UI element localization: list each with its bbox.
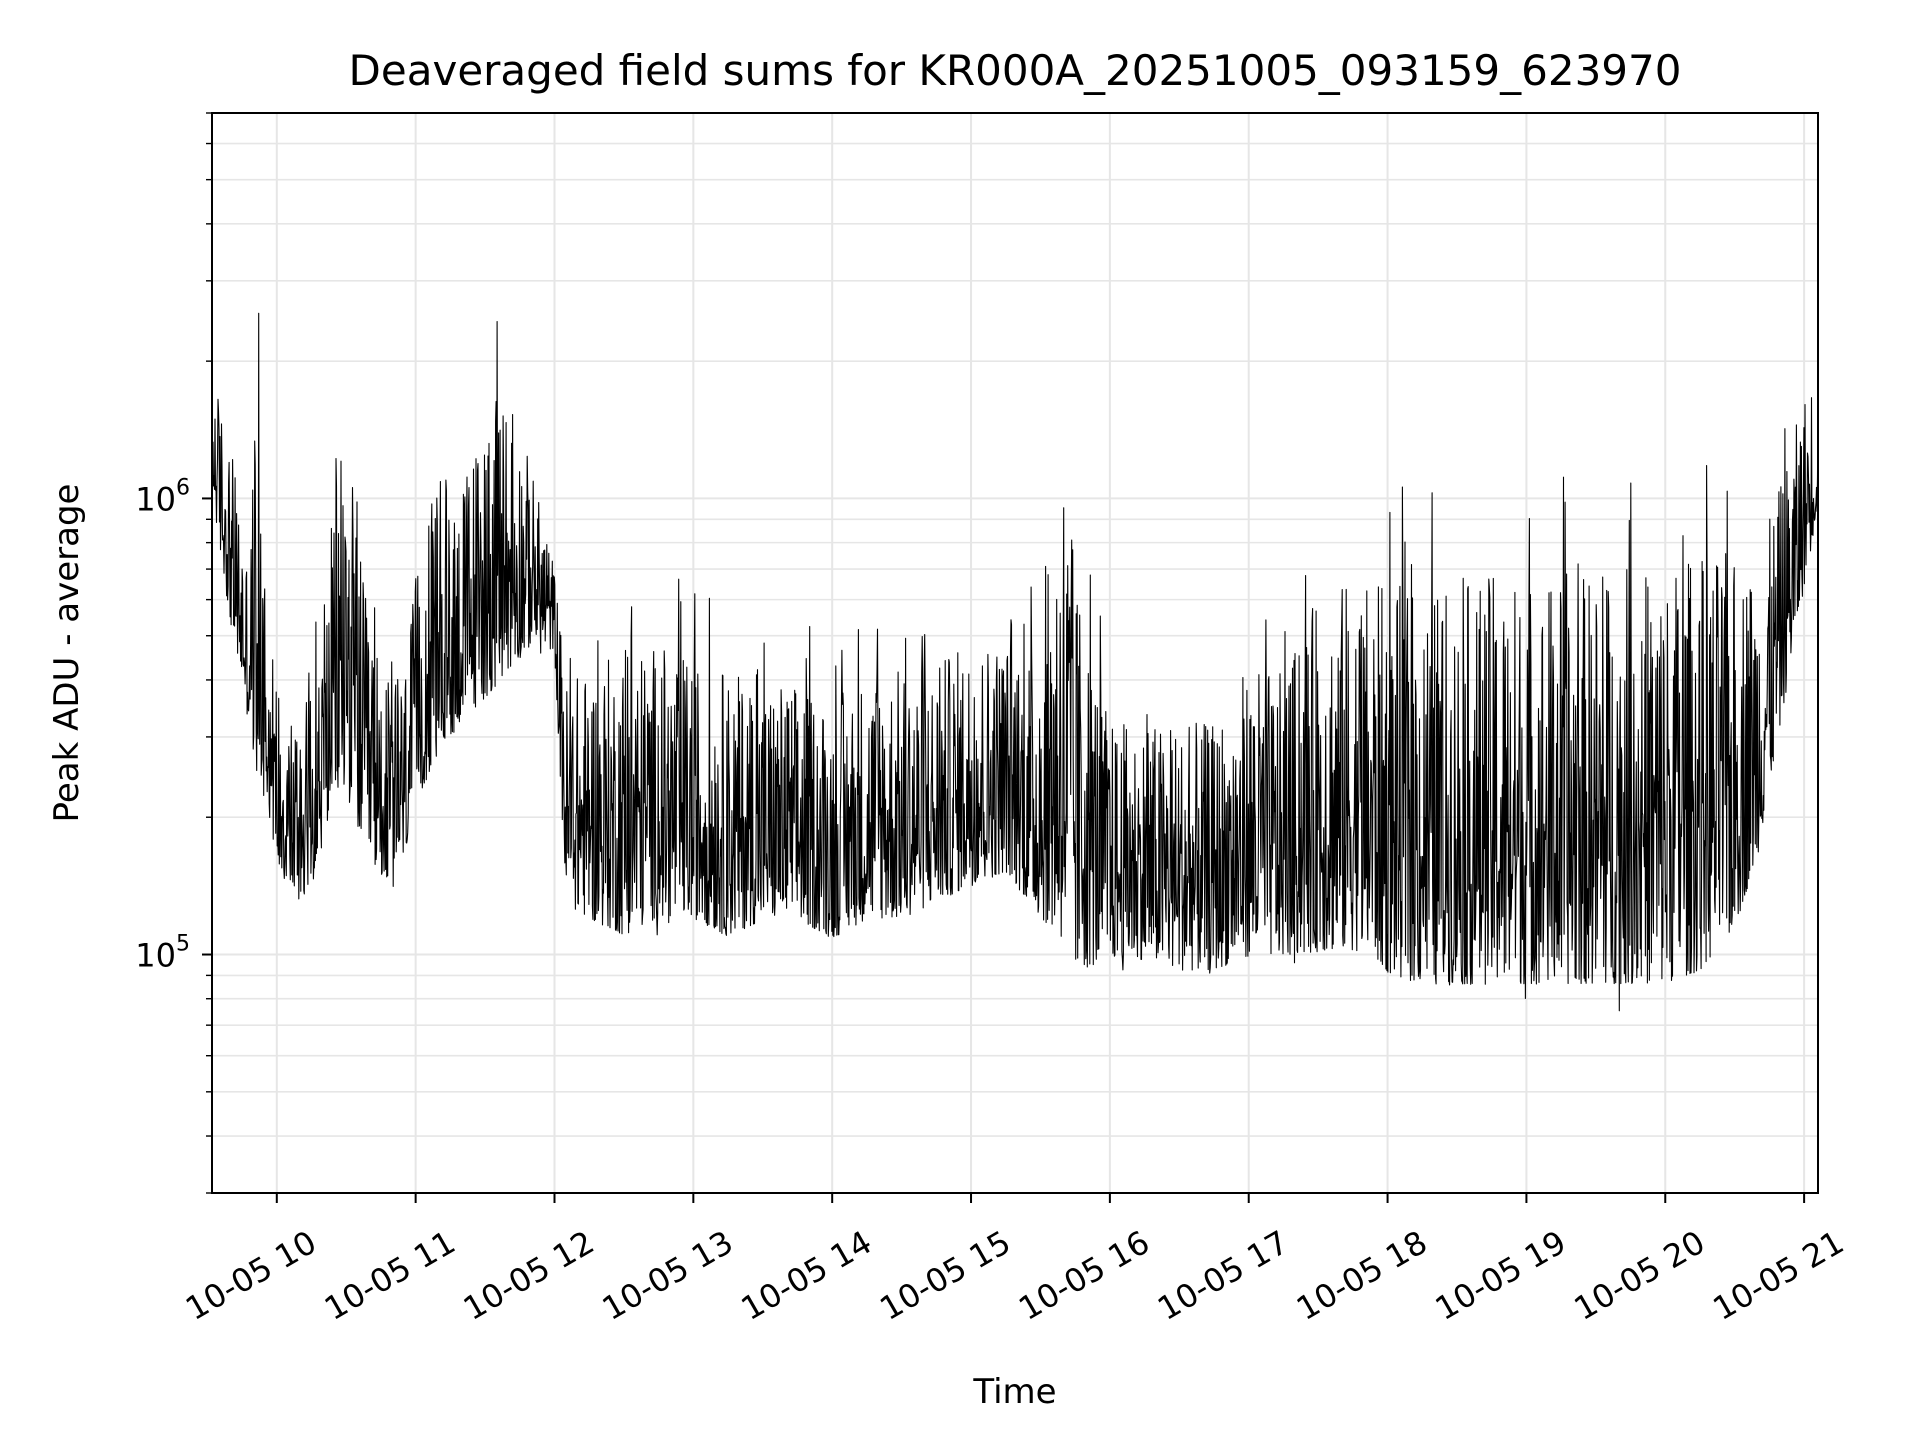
y-tick-label-exponent: 5 <box>176 932 190 957</box>
chart-title: Deaveraged field sums for KR000A_2025100… <box>349 46 1682 95</box>
y-tick-label-base: 10 <box>135 937 176 975</box>
y-tick-label: 105 <box>135 932 190 975</box>
x-tick-label: 10-05 19 <box>1429 1223 1573 1328</box>
y-tick-label-base: 10 <box>135 480 176 518</box>
plot-area-frame <box>211 112 1819 1194</box>
y-tick-label: 106 <box>135 475 190 518</box>
x-tick-label: 10-05 12 <box>457 1223 601 1328</box>
x-tick-label: 10-05 16 <box>1012 1223 1156 1328</box>
x-tick-label: 10-05 11 <box>318 1223 462 1328</box>
x-tick-label: 10-05 15 <box>873 1223 1017 1328</box>
x-axis-label: Time <box>972 1372 1056 1412</box>
y-tick-label-exponent: 6 <box>176 475 190 500</box>
x-tick-label: 10-05 14 <box>735 1223 879 1328</box>
x-tick-label: 10-05 18 <box>1290 1223 1434 1328</box>
y-axis-label: Peak ADU - average <box>47 484 87 823</box>
x-tick-label: 10-05 17 <box>1151 1223 1295 1328</box>
x-tick-label: 10-05 10 <box>179 1223 323 1328</box>
x-tick-label: 10-05 13 <box>596 1223 740 1328</box>
series-layer <box>211 312 1819 1012</box>
series-line <box>211 312 1819 1012</box>
x-tick-label: 10-05 21 <box>1707 1223 1851 1328</box>
x-tick-label: 10-05 20 <box>1568 1223 1712 1328</box>
